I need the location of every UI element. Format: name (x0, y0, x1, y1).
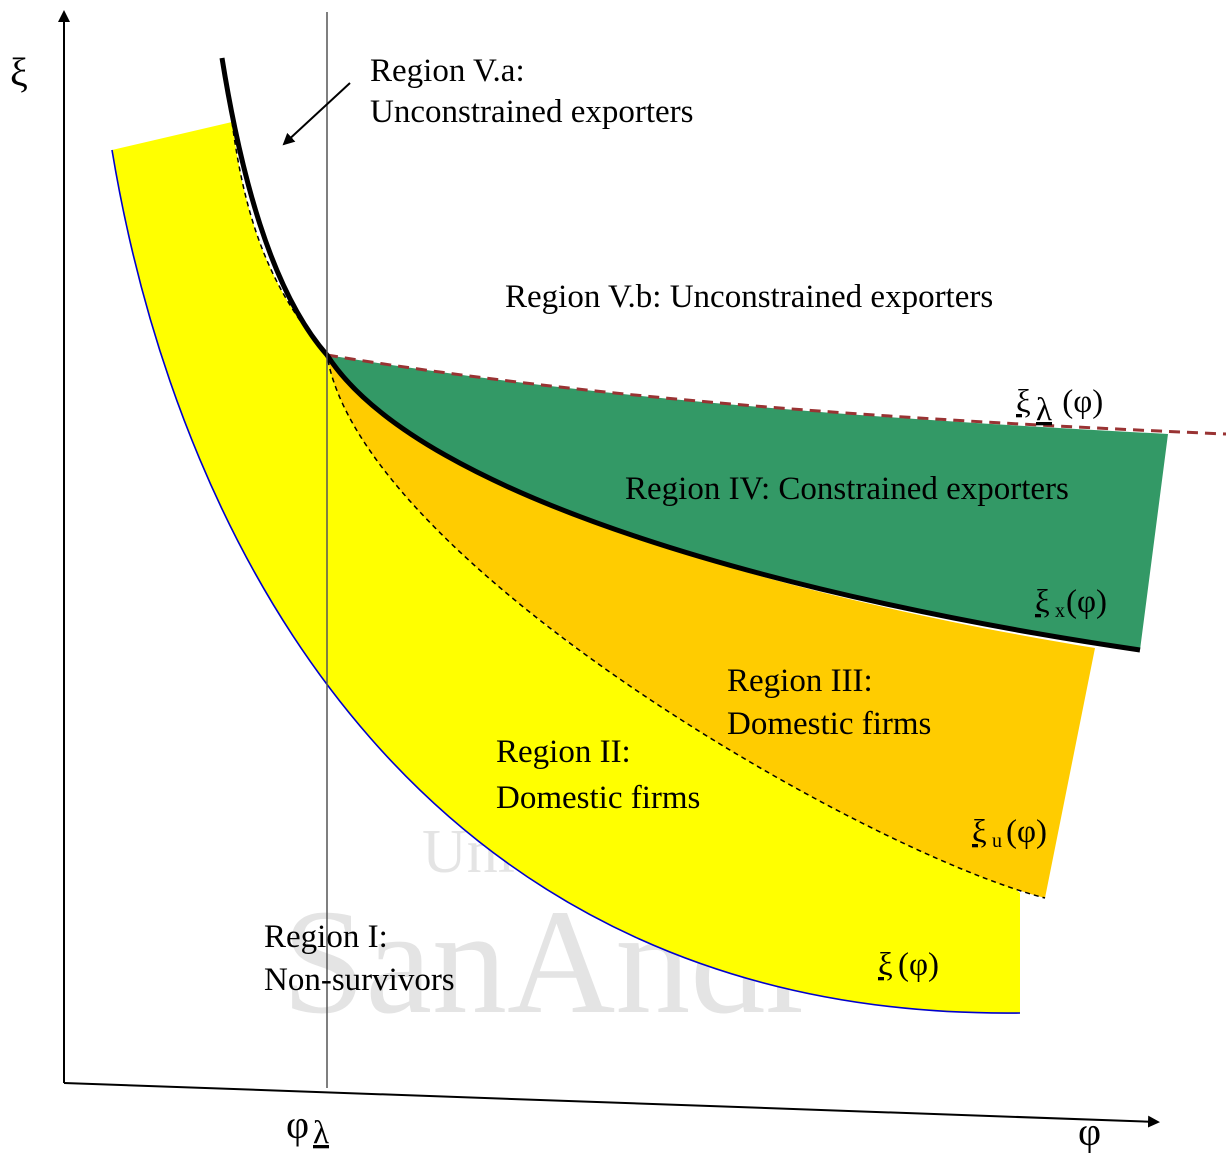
xi-u-curve (231, 121, 1046, 899)
xi-x-curve (219, 57, 1141, 653)
xi-lower-label: ξ (φ) (878, 947, 939, 983)
xi-x-label: ξ x (φ) (1035, 584, 1107, 622)
region-vb-label: Region V.b: Unconstrained exporters (505, 279, 993, 315)
xi-u-symbol: ξ (972, 814, 987, 850)
xi-lower-curve (111, 149, 1021, 1014)
region-va-title: Region V.a: (370, 53, 525, 89)
region-va-subtitle: Unconstrained exporters (370, 94, 693, 130)
xi-lambda-arg: (φ) (1054, 384, 1103, 420)
phi-lambda-tick-label: φ λ (286, 1102, 329, 1151)
x-axis (63, 1082, 1160, 1128)
region-ii-title: Region II: (496, 734, 631, 770)
region-i-subtitle: Non-survivors (264, 962, 455, 998)
xi-u-arg: (φ) (1006, 814, 1047, 850)
x-axis-label: φ (1078, 1109, 1101, 1153)
xi-lambda-subscript: λ (1036, 392, 1052, 428)
region-iii-title: Region III: (727, 663, 873, 699)
xi-lambda-symbol: ξ (1016, 384, 1031, 420)
xi-lower-arg: (φ) (898, 947, 939, 983)
region-va-pointer (282, 82, 351, 146)
region-iii-subtitle: Domestic firms (727, 706, 931, 742)
xi-x-arg: (φ) (1066, 584, 1107, 620)
xi-x-subscript: x (1055, 600, 1065, 622)
region-iv-fill (327, 355, 1168, 650)
region-iv-label: Region IV: Constrained exporters (625, 471, 1069, 507)
xi-x-symbol: ξ (1035, 584, 1050, 620)
y-axis-label: ξ (10, 50, 28, 95)
xi-u-subscript: u (992, 830, 1002, 852)
region-ii-subtitle: Domestic firms (496, 780, 700, 816)
phi-lambda-symbol: φ (286, 1102, 309, 1147)
xi-lower-symbol: ξ (878, 947, 893, 983)
xi-lambda-curve (326, 353, 1226, 436)
phi-lambda-subscript: λ (313, 1115, 329, 1151)
region-ii-fill (112, 122, 1020, 1014)
xi-lambda-label: ξ λ (φ) (1016, 384, 1103, 428)
region-i-title: Region I: (264, 919, 388, 955)
xi-u-label: ξ u (φ) (972, 814, 1047, 852)
region-iii-fill (327, 355, 1095, 898)
